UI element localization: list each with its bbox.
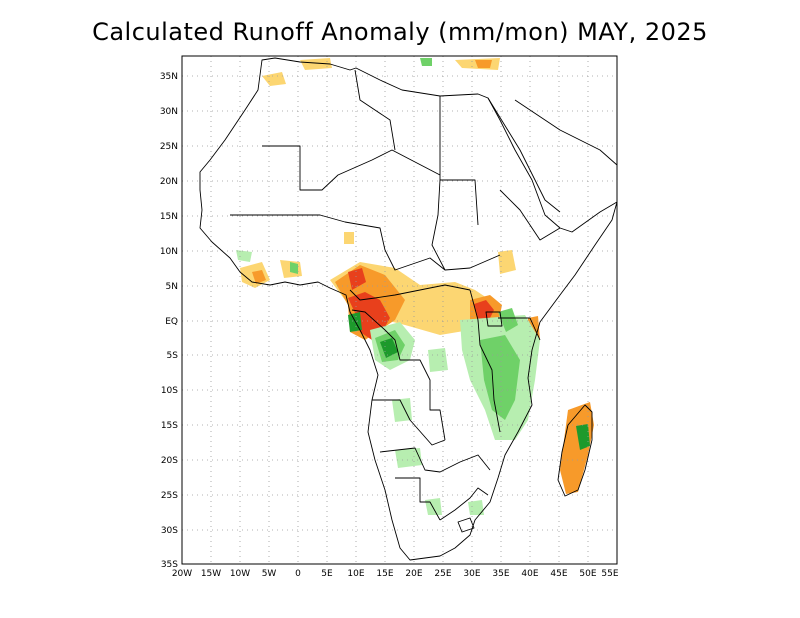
lon-label-5e: 5E [321, 569, 333, 579]
wet-patch-congo-strong [380, 338, 398, 358]
dry-patch-north-coast-2 [300, 58, 332, 70]
lon-label-20e: 20E [405, 569, 422, 579]
lon-label-45e: 45E [550, 569, 567, 579]
border-north-2 [354, 69, 396, 151]
wet-patch-ghana [290, 262, 298, 274]
lon-axis-labels: 20W 15W 10W 5W 0 5E 10E 15E 20E 25E 30E … [172, 569, 619, 579]
wet-patch-angola [392, 398, 412, 422]
wet-patch-east-africa-mid [480, 335, 520, 420]
lon-label-10w: 10W [230, 569, 250, 579]
border-congo [351, 309, 446, 441]
lat-label-5n: 5N [166, 282, 178, 292]
anomaly-shading [236, 58, 594, 515]
wet-patch-botswana [425, 498, 442, 515]
lon-label-50e: 50E [579, 569, 596, 579]
lat-label-15n: 15N [160, 212, 178, 222]
dry-patch-nigeria-north [344, 232, 354, 244]
dry-patch-cameroon [348, 268, 366, 290]
wet-patch-west-africa [236, 250, 252, 262]
lat-label-5s: 5S [167, 351, 179, 361]
arabia-coast [514, 99, 617, 166]
lon-label-5w: 5W [262, 569, 277, 579]
border-east [469, 289, 501, 433]
lat-label-35n: 35N [160, 72, 178, 82]
lon-label-35e: 35E [492, 569, 509, 579]
lat-label-20s: 20S [161, 456, 178, 466]
map-title: Calculated Runoff Anomaly (mm/mon) MAY, … [92, 18, 708, 46]
lon-label-15w: 15W [201, 569, 221, 579]
lat-label-10s: 10S [161, 386, 178, 396]
wet-patch-lake-victoria [498, 308, 518, 332]
border-tanzania [498, 317, 541, 341]
border-namibia [395, 477, 441, 521]
red-sea-coast [487, 97, 561, 213]
lat-label-15s: 15S [161, 421, 178, 431]
border-central-1 [349, 284, 471, 301]
lake-victoria [485, 311, 503, 327]
madagascar-coastline [557, 404, 593, 497]
dry-patch-uganda-strong [474, 300, 494, 322]
map-frame [181, 55, 618, 565]
lon-label-40e: 40E [521, 569, 538, 579]
lat-axis-labels: 35N 30N 25N 20N 15N 10N 5N EQ 5S 10S 15S… [160, 72, 178, 570]
wet-patch-zambia [395, 448, 422, 468]
wet-patch-north-coast [420, 58, 432, 66]
border-sahel [230, 214, 501, 271]
dry-patch-ethiopia [498, 250, 516, 274]
lon-label-10e: 10E [347, 569, 364, 579]
lat-label-35s: 35S [161, 560, 178, 570]
wet-patch-drc-south [428, 348, 448, 372]
lat-label-25s: 25S [161, 491, 178, 501]
lon-label-15e: 15E [376, 569, 393, 579]
wet-patch-madagascar [576, 424, 590, 450]
lat-label-25n: 25N [160, 142, 178, 152]
border-ethiopia [499, 189, 561, 241]
dry-patch-madagascar [560, 402, 594, 494]
lat-label-30n: 30N [160, 107, 178, 117]
lat-label-20n: 20N [160, 177, 178, 187]
africa-coastline [199, 57, 617, 561]
lon-label-55e: 55E [601, 569, 618, 579]
dry-patch-west-africa-2 [252, 270, 266, 284]
lesotho-border [457, 517, 475, 533]
border-north-1 [262, 145, 441, 191]
lon-label-20w: 20W [172, 569, 192, 579]
lat-label-eq: EQ [165, 317, 178, 327]
border-angola [372, 399, 446, 446]
border-south-africa [439, 487, 489, 521]
lon-label-30e: 30E [463, 569, 480, 579]
border-sudan [431, 179, 446, 271]
dry-patch-north-coast [262, 72, 286, 86]
border-libya-egypt [439, 96, 479, 226]
lon-label-25e: 25E [434, 569, 451, 579]
dry-patch-north-east-2 [475, 60, 492, 68]
lat-label-30s: 30S [161, 526, 178, 536]
lon-label-0: 0 [295, 569, 301, 579]
lat-label-10n: 10N [160, 247, 178, 257]
coastlines [199, 57, 617, 561]
border-southern [379, 447, 491, 473]
